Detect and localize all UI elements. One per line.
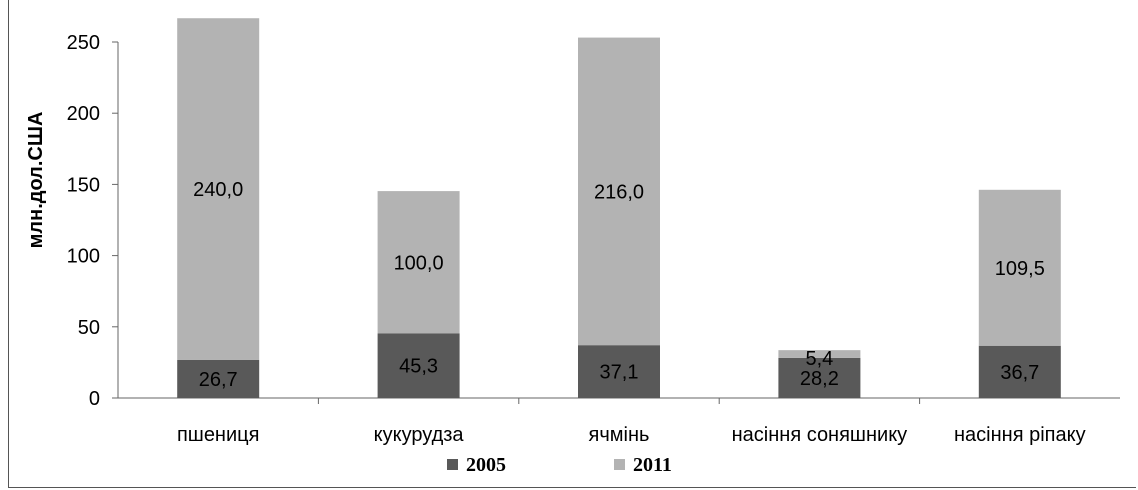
bar-2011 xyxy=(578,37,660,346)
data-label-2011: 216,0 xyxy=(594,181,644,203)
bar-2005 xyxy=(177,359,260,398)
bar-2011 xyxy=(978,189,1061,346)
data-label-2005: 36,7 xyxy=(1000,362,1039,384)
chart-frame xyxy=(8,0,1136,488)
y-tick-label: 0 xyxy=(89,388,100,410)
legend-swatch-2011 xyxy=(614,459,625,470)
data-label-2005: 26,7 xyxy=(199,369,238,391)
category-label: пшениця xyxy=(177,424,260,446)
data-label-2011: 240,0 xyxy=(193,179,243,201)
bar-2005 xyxy=(978,345,1061,398)
bar-2011 xyxy=(177,18,260,360)
category-labels: пшениця кукурудза ячмінь насіння соняшнику н… xyxy=(177,424,1086,446)
y-tick-label: 50 xyxy=(78,317,100,339)
legend-label-2005: 2005 xyxy=(466,454,506,476)
category-label: насіння соняшнику xyxy=(732,424,908,446)
legend-label-2011: 2011 xyxy=(633,454,672,476)
y-tick-label: 200 xyxy=(67,103,100,125)
bar-2011 xyxy=(377,191,460,334)
bar-2005 xyxy=(377,333,460,398)
category-label: насіння ріпаку xyxy=(954,424,1086,446)
data-label-2011: 5,4 xyxy=(805,348,833,370)
bar-2005 xyxy=(578,345,660,398)
legend: 2005 2011 xyxy=(447,454,672,476)
data-label-2011: 100,0 xyxy=(394,252,444,274)
y-tick-label: 250 xyxy=(67,32,100,54)
data-label-2005: 37,1 xyxy=(600,362,639,384)
y-tick-label: 100 xyxy=(67,246,100,268)
bars xyxy=(177,18,1061,404)
data-labels: 26,7 240,0 45,3 100,0 37,1 216,0 28,25,4 36,7 10… xyxy=(193,179,1045,391)
category-label: ячмінь xyxy=(589,424,650,446)
bar-2011 xyxy=(778,350,861,358)
data-label-2005: 28,2 xyxy=(800,368,839,390)
data-label-2011: 109,5 xyxy=(995,258,1045,280)
bar-2005 xyxy=(778,357,861,398)
category-label: кукурудза xyxy=(374,424,465,446)
y-axis-title: млн.дол.США xyxy=(25,112,47,249)
data-label-2005: 45,3 xyxy=(399,356,438,378)
y-tick-label: 150 xyxy=(67,174,100,196)
legend-swatch-2005 xyxy=(447,459,458,470)
